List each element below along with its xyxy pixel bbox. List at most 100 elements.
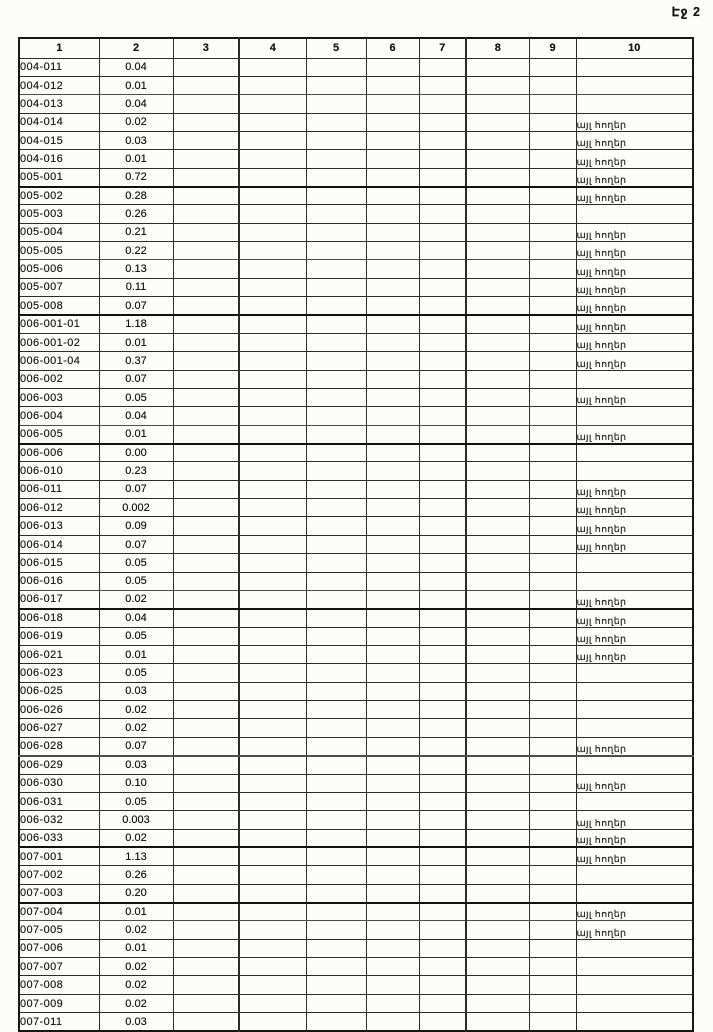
- cell-code: 007-011: [18, 1012, 100, 1032]
- cell-empty: [305, 75, 367, 96]
- cell-empty: [365, 351, 420, 371]
- cell-empty: [418, 149, 467, 169]
- land-parcel-table: 1 2 3 4 5 6 7 8 9 10 004-011 0.04 004-012 0.01 004-01…: [18, 37, 694, 1032]
- cell-empty: [418, 993, 467, 1014]
- cell-empty: [365, 571, 420, 591]
- cell-empty: [305, 57, 367, 77]
- cell-empty: [365, 902, 420, 922]
- cell-value: 0.02: [98, 828, 174, 849]
- cell-empty: [365, 130, 420, 151]
- cell-empty: [465, 461, 530, 481]
- cell-empty: [418, 406, 467, 426]
- cell-empty: [305, 736, 367, 757]
- cell-empty: [238, 332, 307, 353]
- cell-empty: [465, 498, 530, 518]
- cell-empty: [528, 700, 577, 720]
- cell-empty: [238, 883, 307, 904]
- cell-note: [575, 461, 694, 481]
- cell-empty: [418, 443, 467, 463]
- cell-empty: [418, 957, 467, 977]
- cell-note: այլ հողեր: [575, 810, 694, 830]
- cell-empty: [465, 681, 530, 702]
- cell-empty: [365, 204, 420, 224]
- table-row: 006-005 0.01 այլ հողեր: [18, 424, 694, 445]
- cell-empty: [365, 406, 420, 426]
- cell-empty: [418, 828, 467, 849]
- cell-empty: [238, 1012, 307, 1032]
- cell-empty: [238, 663, 307, 683]
- cell-empty: [528, 130, 577, 151]
- cell-note: այլ հողեր: [575, 479, 694, 500]
- cell-value: 0.01: [98, 424, 174, 445]
- cell-empty: [465, 975, 530, 995]
- cell-value: 0.28: [98, 186, 174, 206]
- cell-value: 0.72: [98, 167, 174, 188]
- cell-empty: [172, 314, 240, 334]
- cell-value: 0.07: [98, 534, 174, 555]
- cell-empty: [465, 626, 530, 647]
- cell-empty: [238, 443, 307, 463]
- cell-value: 0.03: [98, 681, 174, 702]
- cell-empty: [418, 387, 467, 408]
- table-row: 007-007 0.02: [18, 957, 694, 977]
- table-row: 006-019 0.05 այլ հողեր: [18, 626, 694, 647]
- cell-empty: [305, 314, 367, 334]
- cell-empty: [528, 314, 577, 334]
- table-row: 006-010 0.23: [18, 461, 694, 481]
- cell-note: [575, 663, 694, 683]
- cell-empty: [238, 130, 307, 151]
- cell-note: այլ հողեր: [575, 149, 694, 169]
- cell-empty: [172, 553, 240, 573]
- cell-empty: [528, 479, 577, 500]
- cell-empty: [528, 369, 577, 389]
- cell-note: այլ հողեր: [575, 516, 694, 536]
- cell-empty: [528, 75, 577, 96]
- cell-empty: [238, 351, 307, 371]
- cell-empty: [305, 222, 367, 243]
- cell-note: այլ հողեր: [575, 222, 694, 243]
- cell-empty: [365, 993, 420, 1014]
- cell-empty: [305, 810, 367, 830]
- cell-empty: [465, 424, 530, 445]
- cell-empty: [465, 589, 530, 610]
- cell-empty: [172, 57, 240, 77]
- cell-empty: [172, 259, 240, 279]
- cell-value: 0.002: [98, 498, 174, 518]
- cell-note: այլ հողեր: [575, 773, 694, 793]
- cell-empty: [238, 406, 307, 426]
- table-row: 006-001-02 0.01 այլ հողեր: [18, 332, 694, 353]
- cell-empty: [305, 94, 367, 114]
- cell-empty: [465, 149, 530, 169]
- cell-empty: [528, 846, 577, 867]
- cell-empty: [465, 259, 530, 279]
- cell-code: 004-014: [18, 112, 100, 132]
- cell-code: 006-017: [18, 589, 100, 610]
- cell-value: 0.02: [98, 920, 174, 940]
- cell-note: այլ հողեր: [575, 332, 694, 353]
- cell-empty: [418, 975, 467, 995]
- cell-note: [575, 975, 694, 995]
- page-number-label: Էջ 2: [671, 5, 701, 19]
- table-row: 005-007 0.11 այլ հողեր: [18, 277, 694, 298]
- cell-empty: [418, 883, 467, 904]
- cell-note: [575, 755, 694, 775]
- cell-empty: [305, 571, 367, 591]
- cell-empty: [365, 755, 420, 775]
- cell-empty: [305, 681, 367, 702]
- cell-code: 004-011: [18, 57, 100, 77]
- cell-empty: [172, 700, 240, 720]
- cell-note: այլ հողեր: [575, 387, 694, 408]
- cell-empty: [305, 553, 367, 573]
- cell-empty: [465, 57, 530, 77]
- table-row: 006-027 0.02: [18, 718, 694, 738]
- table-header-cell: 6: [365, 37, 420, 59]
- table-row: 006-003 0.05 այլ հողեր: [18, 387, 694, 408]
- cell-value: 0.01: [98, 644, 174, 665]
- cell-empty: [365, 443, 420, 463]
- cell-empty: [465, 938, 530, 959]
- cell-empty: [465, 883, 530, 904]
- cell-empty: [465, 663, 530, 683]
- cell-empty: [465, 369, 530, 389]
- cell-empty: [528, 865, 577, 885]
- cell-empty: [418, 130, 467, 151]
